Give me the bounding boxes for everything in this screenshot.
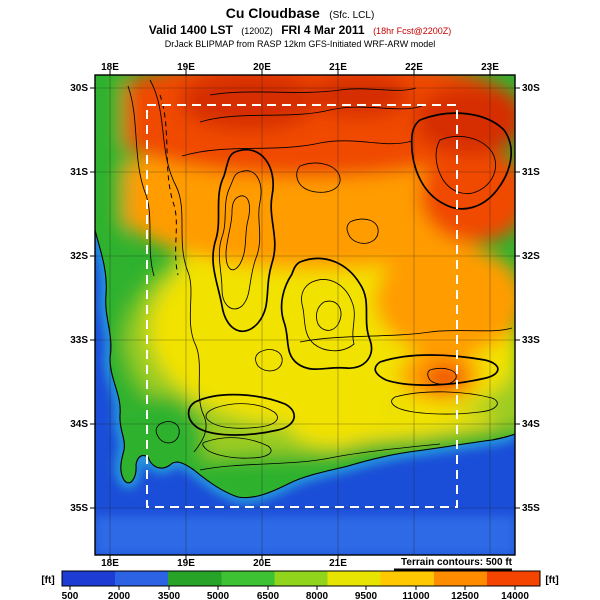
colorbar-tick-9500: 9500	[355, 591, 378, 600]
lat-label-right-31s: 31S	[522, 167, 540, 178]
colorbar-ticks-marks	[69, 586, 516, 590]
lon-label-top-23e: 23E	[481, 62, 499, 73]
map-frame	[94, 74, 516, 556]
lat-label-left-30s: 30S	[70, 83, 88, 94]
axis-ticks	[90, 70, 520, 560]
colorbar-unit-right: [ft]	[545, 575, 558, 586]
lat-label-right-33s: 33S	[522, 335, 540, 346]
lon-label-top-22e: 22E	[405, 62, 423, 73]
lat-label-left-31s: 31S	[70, 167, 88, 178]
valid-time: Valid 1400 LST	[149, 23, 234, 37]
lon-label-top-21e: 21E	[329, 62, 347, 73]
lat-label-right-30s: 30S	[522, 83, 540, 94]
colorbar-unit-left: [ft]	[41, 575, 54, 586]
lon-label-top-18e: 18E	[101, 62, 119, 73]
colorbar-tick-500: 500	[62, 591, 79, 600]
lon-label-bottom-21e: 21E	[329, 558, 347, 569]
domain-boundary-dashed	[146, 104, 458, 508]
colorbar-tick-3500: 3500	[158, 591, 181, 600]
terrain-contours	[127, 79, 513, 471]
lat-label-left-34s: 34S	[70, 419, 88, 430]
plot-title-qualifier: (Sfc. LCL)	[329, 10, 374, 21]
model-credit-line: DrJack BLIPMAP from RASP 12km GFS-Initia…	[165, 39, 436, 49]
lat-label-right-35s: 35S	[522, 503, 540, 514]
colorbar-tick-6500: 6500	[257, 591, 280, 600]
forecast-offset: (18hr Fcst@2200Z)	[373, 26, 451, 36]
lat-label-left-32s: 32S	[70, 251, 88, 262]
coastline	[95, 229, 515, 499]
colorbar-tick-5000: 5000	[207, 591, 230, 600]
colorbar-tick-2000: 2000	[108, 591, 131, 600]
valid-date: FRI 4 Mar 2011	[281, 23, 365, 37]
map-canvas	[95, 75, 515, 555]
lat-label-right-34s: 34S	[522, 419, 540, 430]
lat-label-right-32s: 32S	[522, 251, 540, 262]
colorbar-tick-11000: 11000	[402, 591, 430, 600]
lat-label-left-35s: 35S	[70, 503, 88, 514]
lon-label-top-20e: 20E	[253, 62, 271, 73]
colorbar: [ft] [ft] 500 2000 3500 5000 6500 8000 9…	[41, 570, 559, 600]
plot-title: Cu Cloudbase	[226, 5, 320, 21]
grid-lines	[95, 75, 515, 555]
colorbar-tick-12500: 12500	[451, 591, 479, 600]
colorbar-tick-14000: 14000	[501, 591, 529, 600]
issue-time-z: (1200Z)	[241, 26, 273, 36]
valid-time-line: Valid 1400 LST (1200Z) FRI 4 Mar 2011 (1…	[149, 21, 451, 38]
lon-label-bottom-18e: 18E	[101, 558, 119, 569]
colorbar-bar	[61, 570, 541, 587]
page-title: Cu Cloudbase (Sfc. LCL)	[226, 5, 375, 22]
colorbar-tick-8000: 8000	[306, 591, 329, 600]
lon-label-bottom-19e: 19E	[177, 558, 195, 569]
lon-label-top-19e: 19E	[177, 62, 195, 73]
lat-label-left-33s: 33S	[70, 335, 88, 346]
terrain-contours-note: Terrain contours: 500 ft	[401, 557, 513, 568]
lon-label-bottom-20e: 20E	[253, 558, 271, 569]
